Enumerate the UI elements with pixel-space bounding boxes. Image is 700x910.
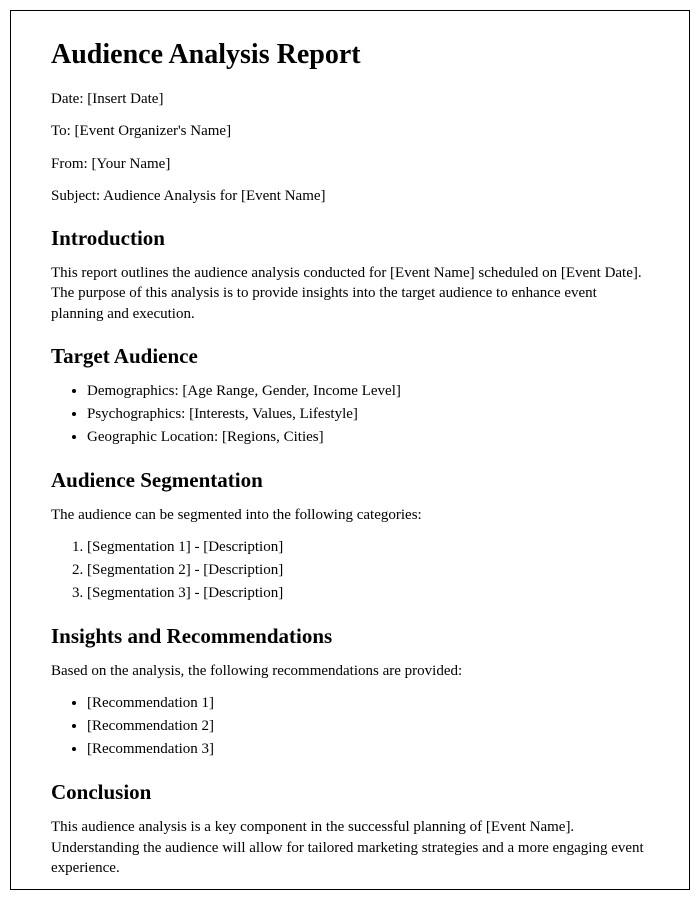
meta-subject-value: Audience Analysis for [Event Name] — [103, 188, 325, 204]
meta-date-value: [Insert Date] — [87, 91, 163, 107]
meta-subject: Subject: Audience Analysis for [Event Na… — [51, 186, 649, 206]
list-item: Psychographics: [Interests, Values, Life… — [87, 404, 649, 425]
insights-list: [Recommendation 1] [Recommendation 2] [R… — [87, 693, 649, 760]
list-item: [Recommendation 2] — [87, 716, 649, 737]
list-item: [Recommendation 3] — [87, 739, 649, 760]
list-item: Geographic Location: [Regions, Cities] — [87, 427, 649, 448]
section-body-intro: This report outlines the audience analys… — [51, 263, 649, 324]
page-title: Audience Analysis Report — [51, 39, 649, 71]
list-item: Demographics: [Age Range, Gender, Income… — [87, 381, 649, 402]
meta-from-value: [Your Name] — [91, 156, 170, 172]
section-heading-segmentation: Audience Segmentation — [51, 468, 649, 493]
meta-subject-label: Subject: — [51, 188, 100, 204]
meta-date-label: Date: — [51, 91, 83, 107]
section-heading-target: Target Audience — [51, 344, 649, 369]
section-lead-segmentation: The audience can be segmented into the f… — [51, 505, 649, 525]
meta-from: From: [Your Name] — [51, 154, 649, 174]
segmentation-list: [Segmentation 1] - [Description] [Segmen… — [87, 537, 649, 604]
section-heading-conclusion: Conclusion — [51, 780, 649, 805]
section-body-conclusion: This audience analysis is a key componen… — [51, 817, 649, 878]
meta-from-label: From: — [51, 156, 88, 172]
meta-to-value: [Event Organizer's Name] — [75, 123, 232, 139]
document-page: Audience Analysis Report Date: [Insert D… — [10, 10, 690, 890]
section-heading-intro: Introduction — [51, 226, 649, 251]
section-heading-insights: Insights and Recommendations — [51, 624, 649, 649]
list-item: [Recommendation 1] — [87, 693, 649, 714]
list-item: [Segmentation 1] - [Description] — [87, 537, 649, 558]
list-item: [Segmentation 3] - [Description] — [87, 583, 649, 604]
meta-to: To: [Event Organizer's Name] — [51, 121, 649, 141]
section-lead-insights: Based on the analysis, the following rec… — [51, 661, 649, 681]
target-list: Demographics: [Age Range, Gender, Income… — [87, 381, 649, 448]
list-item: [Segmentation 2] - [Description] — [87, 560, 649, 581]
meta-to-label: To: — [51, 123, 71, 139]
meta-date: Date: [Insert Date] — [51, 89, 649, 109]
